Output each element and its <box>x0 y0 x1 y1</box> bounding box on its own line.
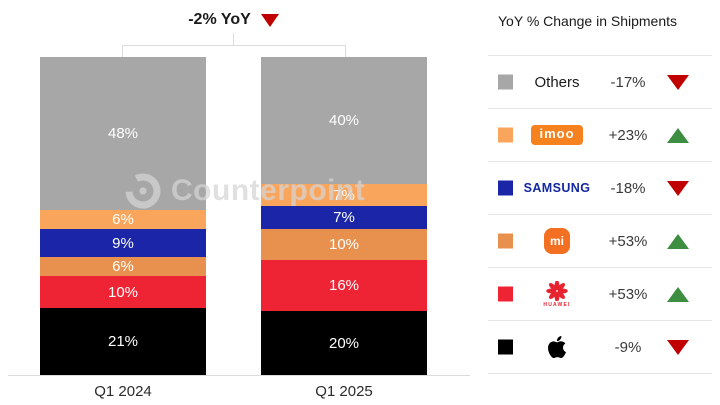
legend-logo-cell: HUAWEI <box>516 268 598 320</box>
x-axis-baseline <box>8 375 470 376</box>
legend-logo-cell: Others <box>516 56 598 108</box>
legend-row-xiaomi: mi +53% <box>488 215 712 268</box>
stacked-bar-q1-2025: 40% 7% 7% 10% 16% 20% <box>261 57 427 375</box>
segment-imoo-q1-2025: 7% <box>261 184 427 207</box>
huawei-logo: HUAWEI <box>543 280 571 308</box>
legend-trend-cell <box>664 215 692 267</box>
x-axis-label-q1-2025: Q1 2025 <box>315 383 373 400</box>
imoo-logo: imoo <box>531 124 583 146</box>
legend-title: YoY % Change in Shipments <box>498 13 678 29</box>
huawei-flower-icon <box>546 280 568 301</box>
legend-panel: YoY % Change in Shipments Others -17% imoo… <box>488 0 714 405</box>
legend-row-apple: -9% <box>488 321 712 374</box>
up-triangle-icon <box>667 233 689 249</box>
legend-value-imoo: +23% <box>608 126 648 144</box>
legend-trend-cell <box>664 162 692 214</box>
segment-value-label: 7% <box>333 186 355 204</box>
segment-xiaomi-q1-2025: 10% <box>261 228 427 261</box>
samsung-logo: SAMSUNG <box>523 181 591 195</box>
legend-swatch-apple <box>498 339 513 355</box>
legend-trend-cell <box>664 109 692 161</box>
down-triangle-icon <box>667 74 689 90</box>
legend-swatch-xiaomi <box>498 233 513 249</box>
down-triangle-icon <box>667 180 689 196</box>
legend-value-others: -17% <box>610 73 646 91</box>
segment-xiaomi-q1-2024: 6% <box>40 257 206 277</box>
legend-row-samsung: SAMSUNG -18% <box>488 162 712 215</box>
x-axis-label-q1-2024: Q1 2024 <box>94 383 152 400</box>
legend-value-huawei: +53% <box>608 285 648 303</box>
legend-logo-cell <box>516 321 598 373</box>
legend-value-apple: -9% <box>614 338 642 356</box>
legend-trend-cell <box>664 56 692 108</box>
stacked-bar-q1-2024: 48% 6% 9% 6% 10% 21% <box>40 57 206 375</box>
segment-value-label: 16% <box>328 277 360 295</box>
segment-apple-q1-2024: 21% <box>40 308 206 375</box>
legend-logo-cell: SAMSUNG <box>516 162 598 214</box>
legend-trend-cell <box>664 268 692 320</box>
segment-value-label: 6% <box>112 210 134 228</box>
segment-samsung-q1-2025: 7% <box>261 206 427 229</box>
segment-value-label: 40% <box>328 112 360 130</box>
legend-rows: Others -17% imoo +23% SAMSUNG -18% mi +53% HUAW… <box>488 55 712 374</box>
legend-logo-cell: imoo <box>516 109 598 161</box>
legend-logo-cell: mi <box>516 215 598 267</box>
segment-value-label: 9% <box>112 234 134 252</box>
legend-value-xiaomi: +53% <box>608 232 648 250</box>
legend-swatch-imoo <box>498 127 513 143</box>
segment-samsung-q1-2024: 9% <box>40 228 206 258</box>
yoy-change-title: -2% YoY <box>0 11 467 29</box>
legend-row-others: Others -17% <box>488 56 712 109</box>
segment-huawei-q1-2024: 10% <box>40 276 206 309</box>
down-triangle-icon <box>260 13 279 27</box>
legend-row-imoo: imoo +23% <box>488 109 712 162</box>
apple-logo-icon <box>548 336 566 359</box>
legend-swatch-others <box>498 74 513 90</box>
legend-swatch-huawei <box>498 286 513 302</box>
up-triangle-icon <box>667 286 689 302</box>
segment-value-label: 7% <box>333 209 355 227</box>
bracket-left-line <box>122 45 123 57</box>
segment-value-label: 21% <box>107 333 139 351</box>
legend-swatch-samsung <box>498 180 513 196</box>
down-triangle-icon <box>667 339 689 355</box>
bracket-center-line <box>233 33 234 45</box>
segment-others-q1-2024: 48% <box>40 57 206 210</box>
others-label: Others <box>534 73 580 91</box>
legend-row-huawei: HUAWEI +53% <box>488 268 712 321</box>
legend-value-samsung: -18% <box>610 179 646 197</box>
segment-value-label: 10% <box>107 283 139 301</box>
huawei-wordmark: HUAWEI <box>543 301 571 308</box>
segment-others-q1-2025: 40% <box>261 57 427 185</box>
segment-imoo-q1-2024: 6% <box>40 209 206 229</box>
segment-value-label: 10% <box>328 236 360 254</box>
bracket-right-line <box>345 45 346 57</box>
xiaomi-mi-logo: mi <box>544 228 570 254</box>
segment-huawei-q1-2025: 16% <box>261 260 427 312</box>
segment-value-label: 6% <box>112 258 134 276</box>
up-triangle-icon <box>667 127 689 143</box>
segment-value-label: 20% <box>328 334 360 352</box>
legend-trend-cell <box>664 321 692 373</box>
yoy-change-label: -2% YoY <box>188 11 251 28</box>
segment-apple-q1-2025: 20% <box>261 311 427 375</box>
bracket-horizontal-line <box>122 45 346 46</box>
segment-value-label: 48% <box>107 124 139 142</box>
